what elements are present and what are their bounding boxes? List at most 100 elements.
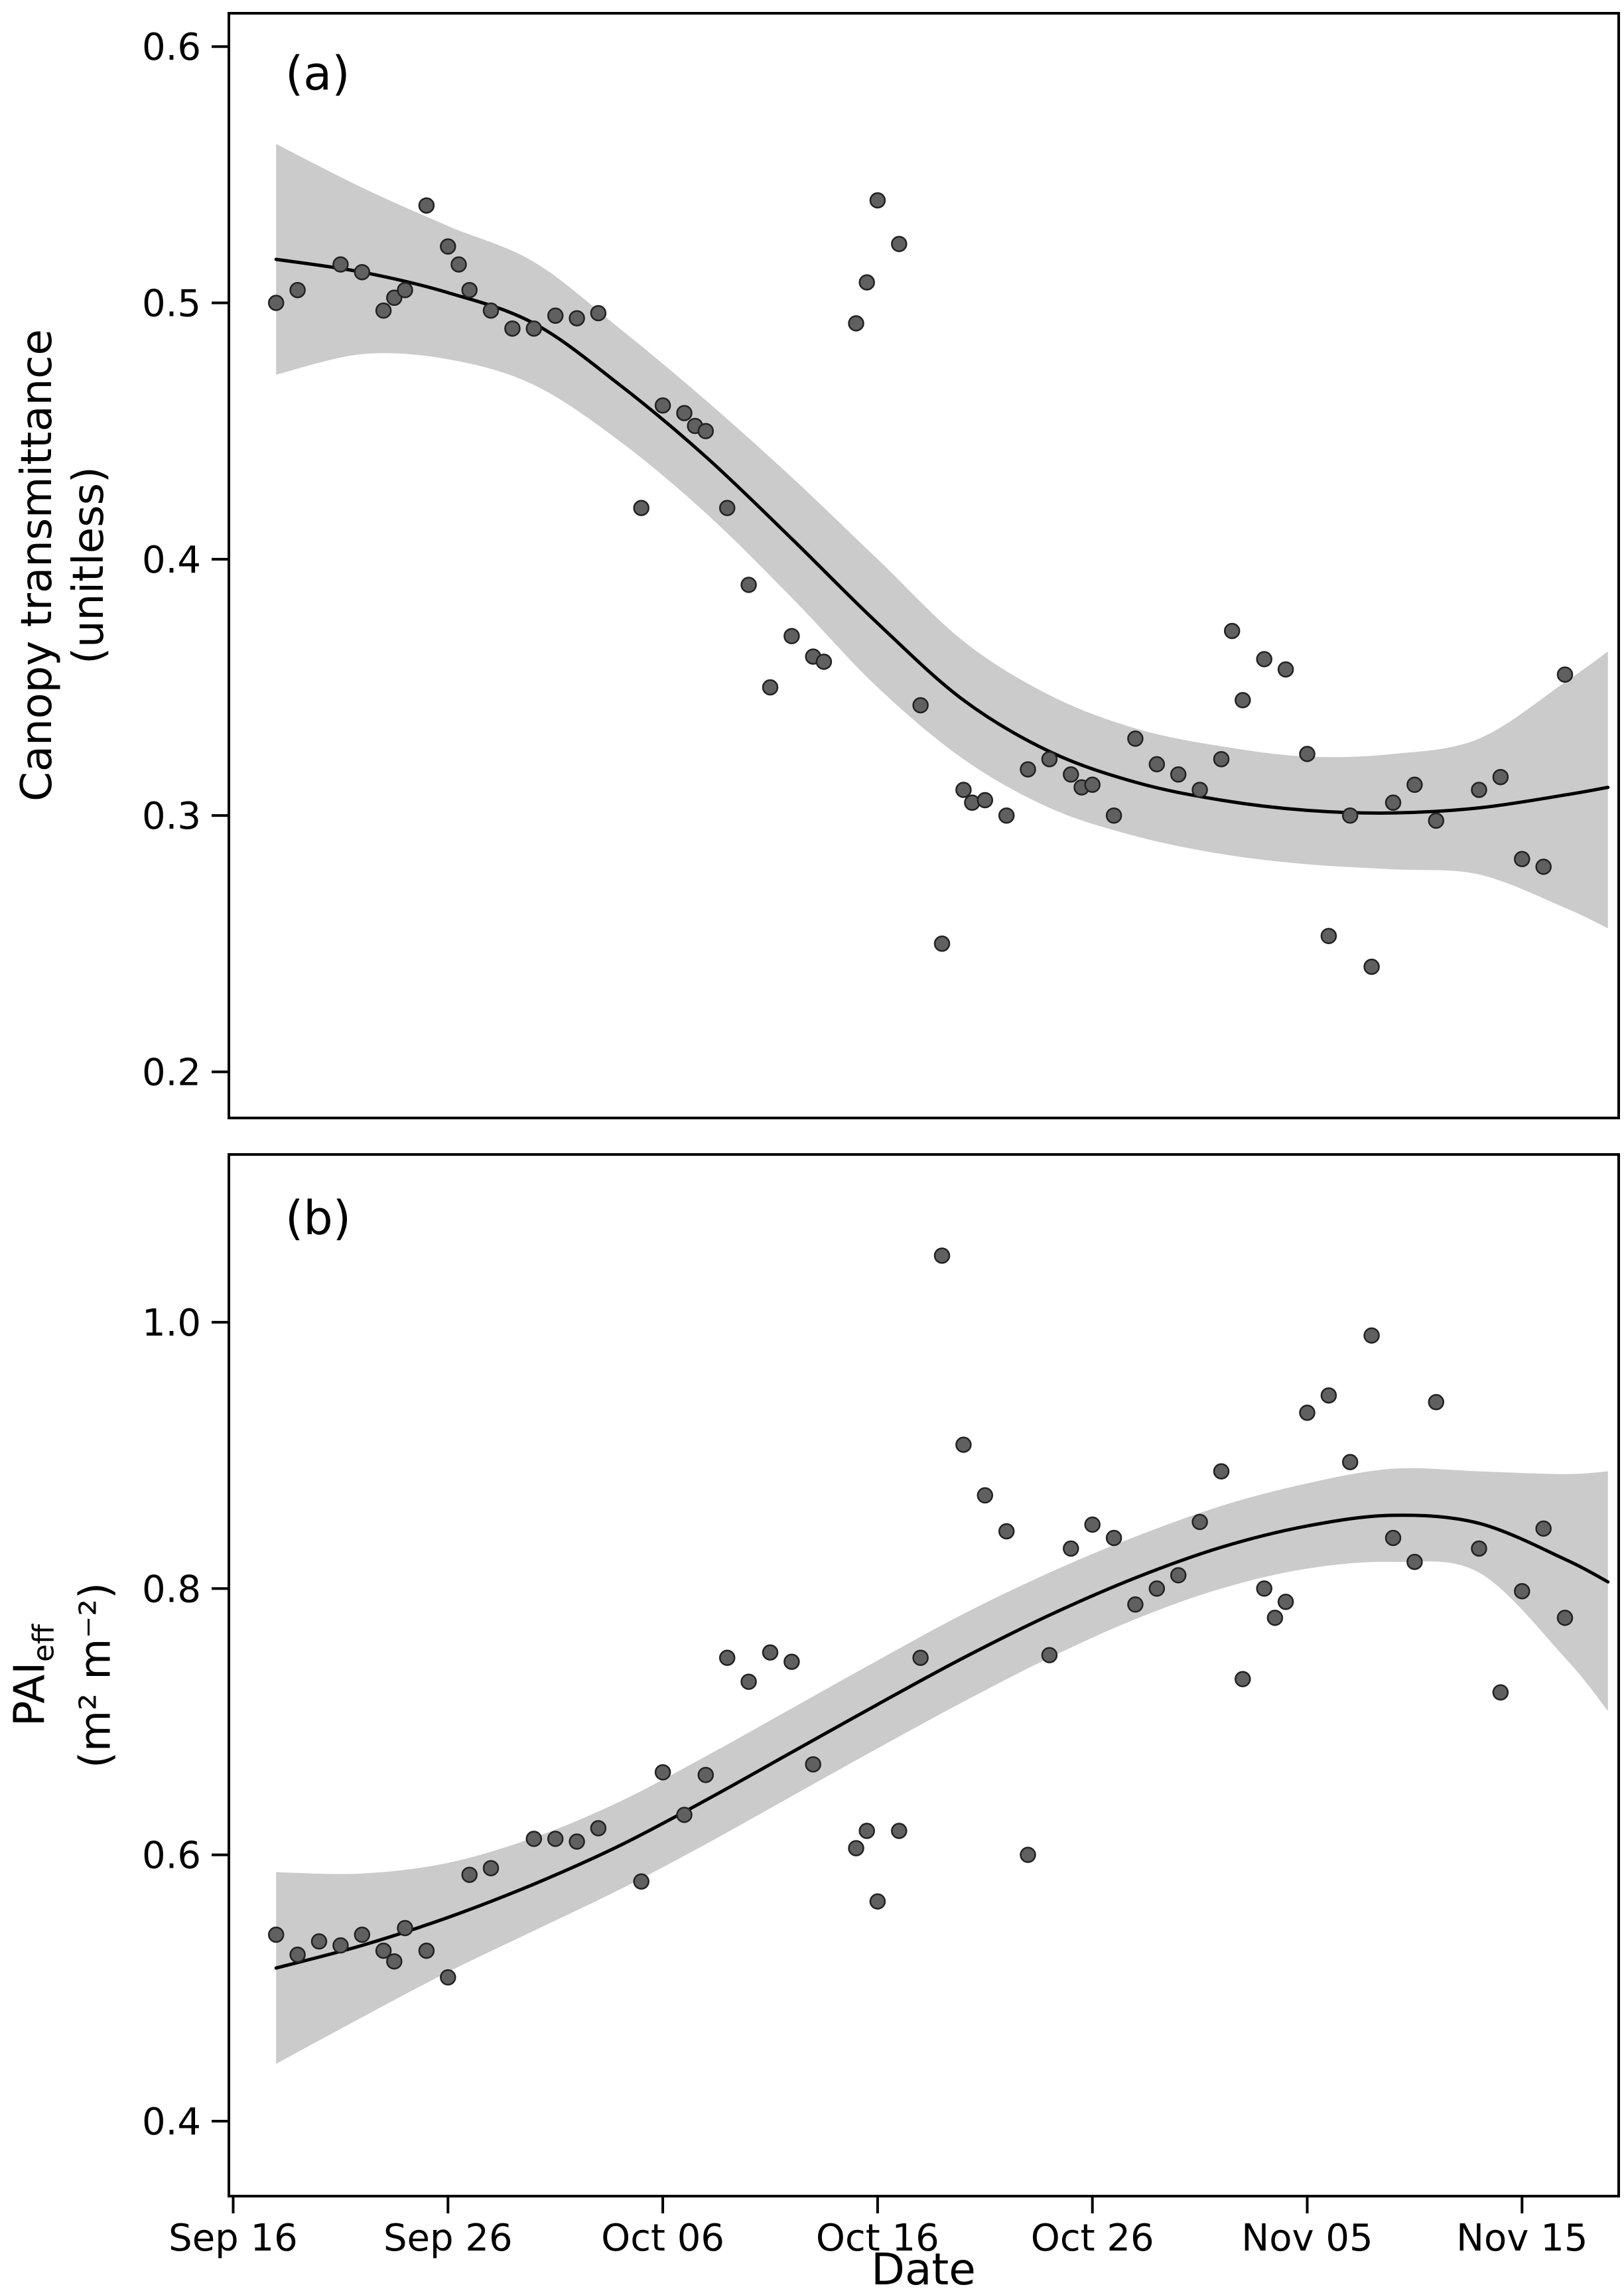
data-point (525, 320, 543, 337)
x-tick-label: Sep 26 (383, 2217, 513, 2260)
y-tick-label: 1.0 (142, 1302, 201, 1345)
data-point (1277, 1594, 1294, 1610)
data-point (1363, 958, 1380, 975)
data-point (386, 1953, 403, 1970)
data-point (1363, 1327, 1380, 1344)
data-point (891, 236, 908, 252)
data-point (397, 1919, 413, 1937)
data-point (891, 1823, 908, 1839)
data-point (1170, 766, 1187, 783)
data-point (397, 281, 413, 299)
data-point (1084, 1516, 1101, 1533)
y-tick-label: 0.2 (142, 1051, 201, 1094)
data-point (1556, 1610, 1574, 1626)
data-point (332, 1937, 349, 1954)
data-point (1223, 622, 1241, 640)
data-point (1471, 1540, 1487, 1557)
y-tick-label: 0.4 (142, 2101, 201, 2144)
data-point (1492, 768, 1509, 786)
data-point (1256, 1580, 1272, 1597)
data-point (1514, 1583, 1530, 1600)
y-axis-title-b: PAIeff (m² m⁻²) (5, 1582, 122, 1768)
data-point (1514, 851, 1530, 868)
data-point (869, 1893, 886, 1910)
data-point (267, 1926, 285, 1943)
data-point (762, 1644, 779, 1661)
data-point (1235, 1671, 1251, 1687)
x-tick-label: Oct 16 (816, 2217, 939, 2260)
data-point (1277, 661, 1294, 678)
confidence-band (276, 1468, 1608, 2064)
data-point (1063, 1540, 1079, 1557)
data-point (547, 1831, 564, 1847)
data-point (1341, 1454, 1359, 1470)
x-tick-label: Oct 26 (1031, 2217, 1154, 2260)
data-point (375, 1942, 392, 1959)
data-point (633, 1873, 649, 1890)
data-point (1105, 807, 1122, 824)
data-point (1148, 1580, 1166, 1597)
data-point (440, 1969, 456, 1986)
y-axis-title-b-subscript: eff (27, 1624, 61, 1662)
panel-b-plot-area (267, 1247, 1610, 2064)
data-point (676, 1807, 693, 1823)
data-point (654, 397, 671, 414)
data-point (1535, 1520, 1552, 1537)
data-point (1127, 730, 1144, 747)
panel-label-a: (a) (285, 46, 350, 101)
data-point (1428, 1394, 1445, 1411)
data-point (697, 423, 714, 439)
data-point (858, 274, 875, 291)
data-point (955, 1436, 972, 1453)
data-point (418, 1942, 435, 1959)
data-point (740, 577, 757, 593)
y-tick-label: 0.6 (142, 26, 201, 69)
data-point (1406, 1553, 1423, 1570)
data-point (569, 1833, 585, 1850)
data-point (354, 1926, 371, 1943)
data-point (1235, 692, 1251, 709)
data-point (633, 500, 649, 516)
y-axis-title-b-line1: PAIeff (5, 1582, 70, 1768)
data-point (1191, 782, 1208, 798)
data-point (289, 1946, 306, 1963)
data-point (740, 1673, 757, 1690)
data-point (1428, 812, 1445, 829)
y-axis-title-b-main: PAI (5, 1661, 55, 1726)
data-point (848, 315, 864, 332)
data-point (569, 310, 585, 326)
data-point (547, 307, 564, 324)
data-point (590, 1820, 607, 1837)
data-point (289, 281, 306, 299)
data-point (869, 192, 886, 209)
data-point (1170, 1566, 1187, 1584)
data-point (525, 1831, 543, 1847)
y-tick-label: 0.6 (142, 1835, 201, 1878)
data-point (375, 302, 392, 319)
trend-line (274, 257, 1610, 815)
data-point (461, 281, 478, 299)
data-point (654, 1764, 671, 1781)
y-tick-label: 0.3 (142, 795, 201, 838)
data-point (964, 794, 981, 811)
data-point (1213, 1463, 1230, 1480)
x-tick-label: Sep 16 (169, 2217, 298, 2260)
data-point (1535, 859, 1552, 875)
panel-border (228, 1153, 1620, 2197)
data-point (1213, 750, 1230, 768)
y-axis-title-b-units: (m² m⁻²) (71, 1582, 121, 1769)
data-point (676, 405, 693, 421)
trend-line (274, 1513, 1610, 1970)
y-axis-title-a-line1: Canopy transmittance (13, 329, 62, 801)
data-point (858, 1823, 875, 1839)
data-point (933, 1247, 951, 1264)
data-point (590, 305, 607, 322)
data-point (1341, 807, 1359, 824)
data-point (1105, 1529, 1122, 1547)
data-point (450, 256, 467, 273)
data-point (1492, 1684, 1509, 1701)
data-point (1148, 756, 1166, 773)
data-point (933, 936, 951, 952)
x-tick-label: Oct 06 (601, 2217, 724, 2260)
